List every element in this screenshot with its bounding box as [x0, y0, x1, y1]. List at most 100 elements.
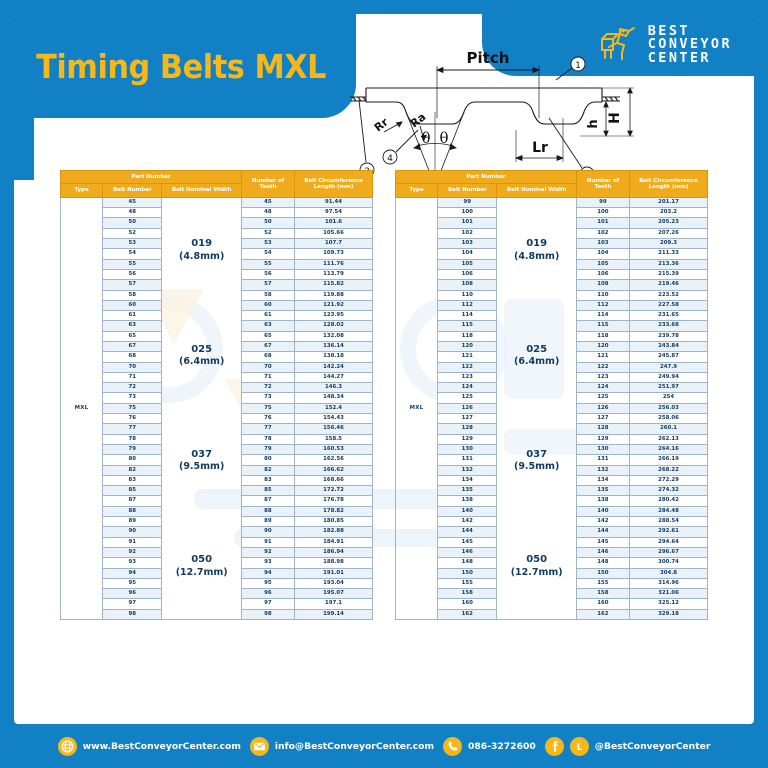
table-row: 54 54 109.73 [61, 248, 374, 260]
table-row: 72 72 146.3 [61, 382, 374, 394]
table-row: 73 73 148.34 [61, 392, 374, 404]
cell-belt-number: 160 [437, 598, 498, 610]
cell-number-of-teeth: 146 [575, 546, 630, 559]
table-row: 61 61 123.95 [61, 310, 374, 322]
cell-number-of-teeth: 103 [575, 238, 630, 250]
cell-number-of-teeth: 101 [575, 217, 630, 229]
cell-belt-number: 144 [437, 526, 498, 538]
diagram-label-Ra: Ra [408, 110, 429, 130]
table-row: 83 83 168.66 [61, 474, 374, 487]
cell-number-of-teeth: 55 [240, 258, 295, 270]
cell-belt-circumference: 209.3 [628, 238, 709, 250]
table-row: 124 124 251.97 [396, 382, 709, 394]
table-row: 132 132 268.22 [396, 464, 709, 476]
cell-belt-circumference: 294.64 [628, 536, 709, 548]
table-row: 71 71 144.27 [61, 371, 374, 384]
cell-number-of-teeth: 130 [575, 443, 630, 456]
cell-belt-number: 88 [102, 505, 163, 518]
table-row: 102 102 207.26 [396, 227, 709, 240]
cell-number-of-teeth: 112 [575, 299, 630, 312]
table-row: 125 125 254 [396, 392, 709, 404]
cell-number-of-teeth: 99 [575, 196, 630, 209]
cell-belt-number: 146 [437, 546, 498, 559]
cell-belt-number: 126 [437, 402, 498, 415]
cell-belt-circumference: 119.88 [293, 289, 374, 301]
cell-number-of-teeth: 128 [575, 423, 630, 435]
table-row: 121 121 245.87 [396, 351, 709, 363]
footer-phone-text: 086-3272600 [468, 740, 536, 752]
cell-number-of-teeth: 78 [240, 433, 295, 445]
footer-email[interactable]: info@BestConveyorCenter.com [249, 736, 435, 756]
cell-belt-number: 123 [437, 371, 498, 384]
cell-number-of-teeth: 145 [575, 536, 630, 548]
width-mm: (12.7mm) [510, 566, 563, 578]
cell-belt-number: 93 [102, 557, 163, 569]
cell-belt-circumference: 245.87 [628, 351, 709, 363]
table-row: 52 52 105.66 [61, 227, 374, 240]
cell-number-of-teeth: 70 [240, 361, 295, 373]
table-row: 50 50 101.6 [61, 217, 374, 229]
cell-belt-number: 54 [102, 248, 163, 260]
cell-belt-number: 124 [437, 382, 498, 394]
cell-belt-number: 105 [437, 258, 498, 270]
footer-email-text: info@BestConveyorCenter.com [274, 740, 435, 752]
table-row: 134 134 272.29 [396, 474, 709, 487]
cell-belt-number: 130 [437, 443, 498, 456]
width-mm: (6.4mm) [513, 356, 560, 368]
cell-belt-number: 92 [102, 546, 163, 559]
table-row: MXL 99 019 (4.8mm) 025 (6.4mm) 037 (9.5mm) 050 (1… [394, 196, 709, 621]
cell-number-of-teeth: 61 [240, 310, 295, 322]
cell-belt-number: 94 [102, 567, 163, 579]
spec-table-right-body: MXL 99 019 (4.8mm) 025 (6.4mm) 037 (9.5mm) 050 (1… [394, 196, 709, 621]
cell-number-of-teeth: 87 [240, 495, 295, 507]
cell-number-of-teeth: 95 [240, 577, 295, 590]
table-row: 70 70 142.24 [61, 361, 374, 373]
footer-phone[interactable]: 086-3272600 [443, 736, 536, 756]
contact-footer: www.BestConveyorCenter.com info@BestConv… [0, 724, 768, 768]
width-option: 019 (4.8mm) [497, 238, 576, 262]
cell-number-of-teeth: 68 [240, 351, 295, 363]
table-row: 60 60 121.92 [61, 299, 374, 312]
cell-belt-circumference: 186.94 [293, 546, 374, 559]
cell-belt-number: 99 [437, 196, 498, 209]
table-row: 78 78 158.5 [61, 433, 374, 445]
cell-number-of-teeth: 77 [240, 423, 295, 435]
cell-belt-number: 87 [102, 495, 163, 507]
header-number-of-teeth: Number of Teeth [240, 170, 295, 198]
cell-belt-number: 127 [437, 413, 498, 425]
width-code: 019 [526, 238, 548, 250]
cell-belt-number: 58 [102, 289, 163, 301]
cell-number-of-teeth: 158 [575, 588, 630, 600]
table-row: 94 94 191.01 [61, 567, 374, 579]
cell-belt-circumference: 148.34 [293, 392, 374, 404]
footer-website[interactable]: www.BestConveyorCenter.com [57, 736, 241, 756]
cell-belt-circumference: 166.62 [293, 464, 374, 476]
width-mm: (9.5mm) [513, 461, 560, 473]
cell-number-of-teeth: 135 [575, 485, 630, 497]
facebook-icon[interactable] [544, 736, 564, 756]
cell-number-of-teeth: 91 [240, 536, 295, 548]
width-option: 050 (12.7mm) [162, 554, 241, 578]
table-row: 128 128 260.1 [396, 423, 709, 435]
line-icon[interactable]: L [569, 736, 589, 756]
cell-belt-circumference: 188.98 [293, 557, 374, 569]
cell-belt-nominal-width: 019 (4.8mm) 025 (6.4mm) 037 (9.5mm) 050 (12.7mm… [161, 196, 242, 621]
cell-number-of-teeth: 88 [240, 505, 295, 518]
svg-text:L: L [577, 742, 583, 752]
spec-table-right-wrapper: Part Number Number of Teeth Belt Circumf… [394, 169, 709, 621]
table-row: 148 148 300.74 [396, 557, 709, 569]
cell-number-of-teeth: 124 [575, 382, 630, 394]
table-row: 48 48 97.54 [61, 207, 374, 219]
cell-number-of-teeth: 79 [240, 443, 295, 456]
cell-belt-circumference: 300.74 [628, 557, 709, 569]
cell-belt-circumference: 288.54 [628, 516, 709, 528]
table-row: 103 103 209.3 [396, 238, 709, 250]
conveyor-robot-icon [600, 27, 635, 60]
cell-belt-circumference: 227.58 [628, 299, 709, 312]
cell-number-of-teeth: 104 [575, 248, 630, 260]
header-type: Type [394, 183, 439, 198]
cell-belt-circumference: 162.56 [293, 454, 374, 466]
footer-social[interactable]: L @BestConveyorCenter [544, 736, 710, 756]
cell-belt-circumference: 107.7 [293, 238, 374, 250]
cell-number-of-teeth: 108 [575, 279, 630, 291]
